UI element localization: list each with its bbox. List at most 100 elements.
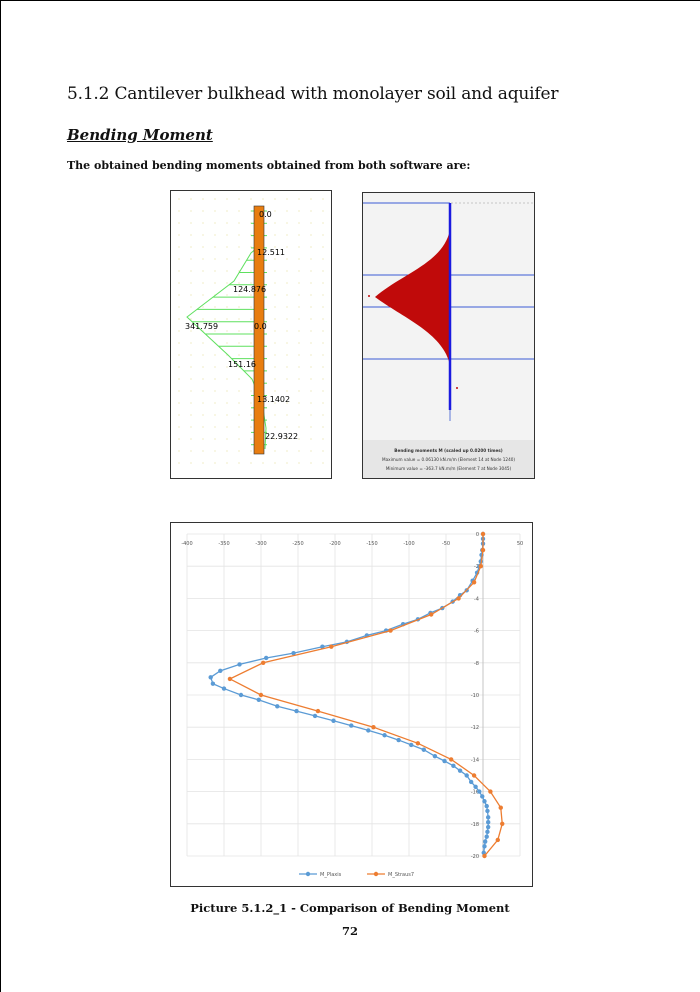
grid-dot <box>226 462 228 464</box>
grid-dot <box>274 462 276 464</box>
grid-dot <box>310 390 312 392</box>
grid-dot <box>178 330 180 332</box>
grid-dot <box>298 294 300 296</box>
data-point-M_Plaxis <box>238 692 244 698</box>
grid-dot <box>274 330 276 332</box>
grid-dot <box>322 462 324 464</box>
data-point-M_Straus7 <box>480 547 486 553</box>
grid-dot <box>322 378 324 380</box>
grid-dot <box>190 294 192 296</box>
grid-dot <box>286 198 288 200</box>
data-point-M_Straus7 <box>371 725 376 730</box>
grid-dot <box>310 462 312 464</box>
grid-dot <box>262 198 264 200</box>
grid-dot <box>214 270 216 272</box>
grid-dot <box>226 234 228 236</box>
data-point-M_Plaxis <box>485 829 490 835</box>
legend-marker <box>305 871 311 877</box>
grid-dot <box>274 198 276 200</box>
grid-dot <box>238 198 240 200</box>
data-point-M_Plaxis <box>263 655 269 661</box>
grid-dot <box>250 270 252 272</box>
grid-dot <box>190 246 192 248</box>
moment-label: 151.16 <box>228 360 256 369</box>
grid-dot <box>190 414 192 416</box>
data-point-M_Plaxis <box>294 708 299 714</box>
grid-dot <box>298 390 300 392</box>
legend-marker <box>373 871 379 877</box>
data-point-M_Straus7 <box>500 821 505 826</box>
grid-dot <box>190 222 192 224</box>
grid-dot <box>226 282 228 284</box>
grid-dot <box>298 282 300 284</box>
comparison-chart: -400-350-300-250-200-150-100-500500-2-4-… <box>170 522 533 887</box>
grid-dot <box>178 270 180 272</box>
grid-dot <box>190 450 192 452</box>
grid-dot <box>310 318 312 320</box>
straus7-moment-figure: Bending moments M (scaled up 0.0200 time… <box>362 192 535 479</box>
grid-dot <box>250 366 252 368</box>
straus7-moment-diagram <box>363 202 534 421</box>
data-point-M_Plaxis <box>421 747 426 752</box>
grid-dot <box>178 234 180 236</box>
grid-dot <box>286 258 288 260</box>
grid-dot <box>238 378 240 380</box>
grid-dot <box>274 378 276 380</box>
grid-dot <box>250 318 252 320</box>
plaxis-moment-figure: 0.0 12.511 124.876 341.759 0.0 151.16 13… <box>170 190 332 479</box>
grid-dot <box>190 342 192 344</box>
grid-dot <box>238 426 240 428</box>
grid-dot <box>202 282 204 284</box>
data-point-M_Straus7 <box>329 644 334 649</box>
grid-dot <box>262 462 264 464</box>
grid-dot <box>298 270 300 272</box>
data-point-M_Plaxis <box>275 704 280 709</box>
grid-dot <box>238 330 240 332</box>
grid-dot <box>310 282 312 284</box>
grid-dot <box>250 198 252 200</box>
pile <box>253 205 265 455</box>
grid-dot <box>298 246 300 248</box>
grid-dot <box>274 270 276 272</box>
grid-dot <box>274 234 276 236</box>
grid-dot <box>322 198 324 200</box>
grid-dot <box>274 438 276 440</box>
grid-dot <box>310 414 312 416</box>
grid-dot <box>238 438 240 440</box>
grid-dot <box>310 306 312 308</box>
grid-dot <box>286 306 288 308</box>
moment-label: 0.0 <box>254 322 267 331</box>
grid-dot <box>310 222 312 224</box>
grid-dot <box>298 366 300 368</box>
data-point-M_Plaxis <box>484 834 489 839</box>
grid-dot <box>322 234 324 236</box>
max-value-text: Maximum value = 0.06130 kN.m/m (Element … <box>381 457 516 462</box>
grid-dot <box>226 414 228 416</box>
grid-dot <box>322 438 324 440</box>
legend-label: M_Straus7 <box>388 872 414 878</box>
grid-dot <box>202 378 204 380</box>
grid-dot <box>214 234 216 236</box>
grid-dot <box>322 210 324 212</box>
data-point-M_Plaxis <box>483 839 488 844</box>
grid-dot <box>322 306 324 308</box>
grid-dot <box>238 294 240 296</box>
data-point-M_Plaxis <box>485 808 490 814</box>
grid-dot <box>226 450 228 452</box>
grid-dot <box>310 438 312 440</box>
grid-dot <box>178 402 180 404</box>
grid-dot <box>190 258 192 260</box>
grid-dot <box>250 438 252 440</box>
grid-dot <box>214 210 216 212</box>
grid-dot <box>226 198 228 200</box>
grid-dot <box>214 462 216 464</box>
grid-dot <box>190 462 192 464</box>
grid-dot <box>202 366 204 368</box>
grid-dot <box>274 294 276 296</box>
moment-label: 13.1402 <box>257 395 290 404</box>
data-point-M_Plaxis <box>331 718 336 723</box>
grid-dot <box>310 246 312 248</box>
x-tick-label: 50 <box>517 541 523 547</box>
grid-dot <box>178 438 180 440</box>
grid-dot <box>202 318 204 320</box>
